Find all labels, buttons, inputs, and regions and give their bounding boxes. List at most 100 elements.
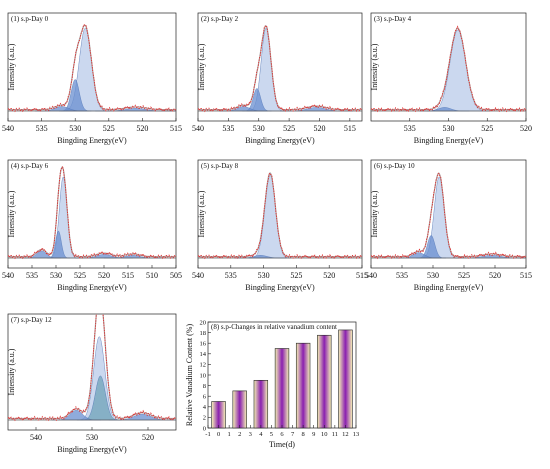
fitted-peak [426, 29, 489, 112]
x-tick-label: 535 [222, 124, 234, 133]
x-axis-title: Time(d) [269, 440, 295, 449]
x-tick-label: -1 [205, 431, 210, 438]
x-tick-label: 6 [280, 431, 284, 438]
x-tick-label: 520 [489, 271, 501, 280]
y-tick-label: 16 [200, 341, 207, 348]
x-tick-label: 520 [142, 433, 154, 442]
x-tick-label: 535 [225, 271, 237, 280]
y-axis-title: Intensity (a.u.) [370, 190, 379, 237]
x-tick-label: 535 [36, 124, 48, 133]
x-tick-label: 2 [238, 431, 241, 438]
y-axis-title: Intensity (a.u.) [7, 190, 16, 237]
y-tick-label: 4 [203, 404, 207, 411]
x-tick-label: 525 [290, 271, 302, 280]
y-tick-label: 10 [200, 372, 207, 379]
fitted-peak [47, 176, 79, 259]
x-tick-label: 525 [103, 124, 115, 133]
y-tick-label: 12 [200, 362, 207, 369]
bar [317, 334, 332, 429]
x-tick-label: 530 [86, 433, 98, 442]
bar [295, 342, 311, 429]
x-tick-label: 10 [321, 431, 328, 438]
x-tick-label: 540 [192, 124, 204, 133]
x-axis-title: Bingding Energy(eV) [245, 283, 315, 292]
x-tick-label: 4 [259, 431, 263, 438]
x-tick-label: 520 [313, 124, 325, 133]
spectrum-panel-4: 540 535 530 525 520 515 510 505 (4) s.p-Day 6 Bin… [2, 159, 182, 292]
x-tick-label: 0 [217, 431, 220, 438]
x-tick-label: 515 [344, 124, 356, 133]
bar [211, 401, 226, 429]
panel-label: (5) s.p-Day 8 [201, 162, 239, 170]
plot-area [198, 24, 362, 113]
x-tick-label: 505 [170, 271, 182, 280]
y-tick-label: 20 [200, 319, 207, 326]
plot-frame [197, 159, 363, 269]
x-tick-label: 525 [283, 124, 295, 133]
x-tick-label: 535 [26, 271, 38, 280]
x-axis-title: Bingding Energy(eV) [245, 136, 315, 145]
spectrum-panel-3: 535 530 525 520 (3) s.p-Day 4 Bingding Energy… [370, 12, 532, 145]
x-tick-label: 13 [353, 431, 360, 438]
bar [274, 348, 290, 429]
y-axis-title: Intensity (a.u.) [7, 43, 16, 90]
panel-label: (1) s.p-Day 0 [11, 15, 49, 23]
plot-area [371, 172, 526, 260]
panel-label: (4) s.p-Day 6 [11, 162, 49, 170]
plot-frame [197, 12, 363, 122]
fitted-peak [108, 413, 176, 421]
plot-area [371, 25, 526, 113]
x-tick-label: 540 [2, 271, 14, 280]
raw-data-line [371, 25, 526, 113]
spectrum-panel-5: 540 535 530 525 520 515 (5) s.p-Day 8 Bingding … [192, 159, 368, 292]
x-tick-label: 540 [365, 271, 377, 280]
y-axis-title: Intensity (a.u.) [7, 348, 16, 395]
raw-data-line [8, 314, 176, 422]
envelope-line [8, 166, 176, 258]
x-tick-label: 515 [520, 271, 532, 280]
x-axis-title: Bingding Energy(eV) [414, 283, 484, 292]
fitted-peak [248, 174, 292, 259]
plot-area [198, 172, 362, 260]
raw-data-line [371, 172, 526, 260]
x-axis-title: Bingding Energy(eV) [57, 283, 127, 292]
y-tick-label: 0 [203, 425, 206, 432]
envelope-line [198, 25, 362, 111]
x-tick-label: 530 [50, 271, 62, 280]
x-tick-label: 530 [69, 124, 81, 133]
x-tick-label: 12 [342, 431, 349, 438]
bar [253, 379, 269, 429]
x-axis-title: Bingding Energy(eV) [57, 445, 127, 454]
x-tick-label: 11 [332, 431, 338, 438]
y-axis-title: Relative Vanadium Content (%) [185, 324, 194, 427]
y-axis-title: Intensity (a.u.) [370, 43, 379, 90]
spectrum-panel-6: 540 535 530 525 520 515 (6) s.p-Day 10 Bingding… [365, 159, 532, 292]
x-tick-label: 515 [170, 124, 182, 133]
x-tick-label: 515 [356, 271, 368, 280]
plot-area [8, 314, 176, 422]
x-tick-label: 1 [228, 431, 231, 438]
spectrum-panel-1: 540 535 530 525 520 515 (1) s.p-Day 0 Bingding … [2, 12, 182, 145]
panel-label: (3) s.p-Day 4 [374, 15, 412, 23]
bar [232, 390, 247, 429]
x-tick-label: 540 [192, 271, 204, 280]
fitted-peak [246, 27, 286, 112]
plot-area [8, 24, 176, 113]
x-tick-label: 530 [258, 271, 270, 280]
x-tick-label: 515 [122, 271, 134, 280]
x-tick-label: 540 [30, 433, 42, 442]
spectrum-panel-2: 540 535 530 525 520 515 (2) s.p-Day 2 Bingding … [192, 12, 363, 145]
panel-label: (7) s.p-Day 12 [11, 316, 52, 324]
x-axis-title: Bingding Energy(eV) [57, 136, 127, 145]
x-tick-label: 530 [253, 124, 265, 133]
y-tick-label: 8 [203, 383, 206, 390]
spectrum-panel-7: 540 530 520 (7) s.p-Day 12 Bingding Energy(e… [7, 313, 177, 454]
x-tick-label: 520 [98, 271, 110, 280]
x-tick-label: 7 [291, 431, 295, 438]
y-tick-label: 18 [200, 330, 207, 337]
y-tick-label: 2 [203, 415, 206, 422]
y-axis-title: Intensity (a.u.) [197, 190, 206, 237]
plot-area [8, 165, 176, 260]
